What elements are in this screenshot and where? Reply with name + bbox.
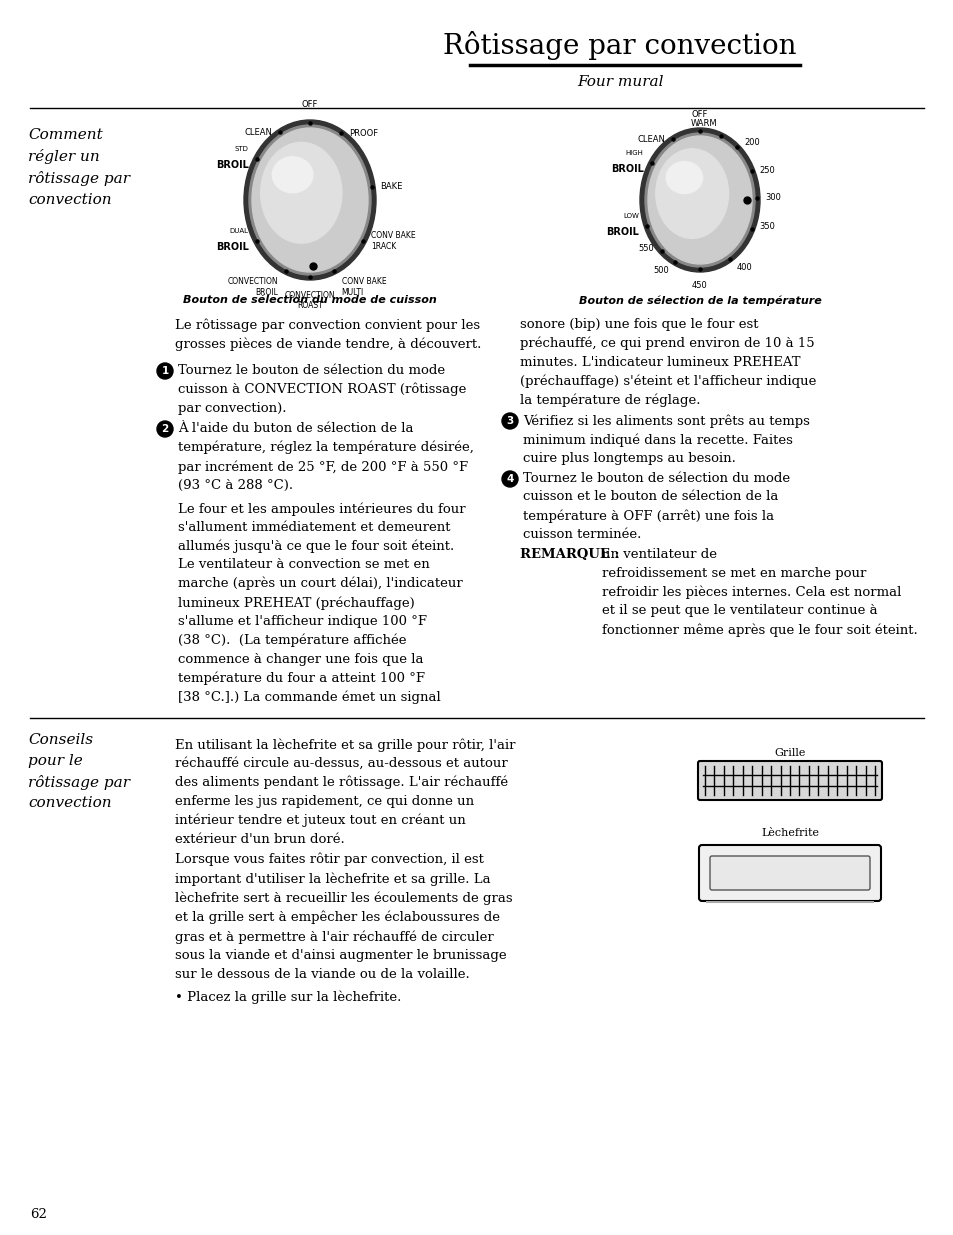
Text: REMARQUE :: REMARQUE : [519,548,618,561]
Text: 62: 62 [30,1209,47,1221]
Text: CONV BAKE
MULTI: CONV BAKE MULTI [341,278,386,296]
Text: Bouton de sélection du mode de cuisson: Bouton de sélection du mode de cuisson [183,295,436,305]
FancyBboxPatch shape [698,761,882,800]
Ellipse shape [644,133,754,267]
Ellipse shape [249,125,371,275]
Text: STD: STD [234,146,249,152]
Text: CLEAN: CLEAN [637,135,664,143]
Text: Le rôtissage par convection convient pour les
grosses pièces de viande tendre, à: Le rôtissage par convection convient pou… [174,317,481,351]
Text: 300: 300 [764,193,780,203]
Text: CONVECTION
BROIL: CONVECTION BROIL [228,278,278,296]
Text: BROIL: BROIL [606,227,639,237]
Text: CONVECTION
ROAST: CONVECTION ROAST [284,291,335,310]
Text: WARM: WARM [690,119,717,128]
Text: À l'aide du buton de sélection de la
température, réglez la température désirée,: À l'aide du buton de sélection de la tem… [178,422,474,492]
Text: 1: 1 [161,366,169,375]
Text: Le four et les ampoules intérieures du four
s'allument immédiatement et demeuren: Le four et les ampoules intérieures du f… [178,501,465,553]
Circle shape [501,471,517,487]
Ellipse shape [665,162,701,194]
Text: 4: 4 [506,474,513,484]
Ellipse shape [244,120,375,280]
Ellipse shape [272,157,313,193]
Text: Le ventilateur à convection se met en
marche (après un court délai), l'indicateu: Le ventilateur à convection se met en ma… [178,558,462,704]
Text: 400: 400 [736,263,751,272]
Text: HIGH: HIGH [625,151,643,157]
Text: OFF: OFF [691,110,707,119]
Text: BROIL: BROIL [215,242,249,252]
Ellipse shape [260,142,341,243]
Text: sonore (bip) une fois que le four est
préchauffé, ce qui prend environ de 10 à 1: sonore (bip) une fois que le four est pr… [519,317,816,408]
Text: 550: 550 [638,243,653,253]
Text: LOW: LOW [622,212,639,219]
Text: Lorsque vous faites rôtir par convection, il est
important d'utiliser la lèchefr: Lorsque vous faites rôtir par convection… [174,853,512,981]
Text: PROOF: PROOF [349,128,378,138]
Text: 500: 500 [653,266,668,275]
Text: BROIL: BROIL [610,164,643,174]
Text: Vérifiez si les aliments sont prêts au temps
minimum indiqué dans la recette. Fa: Vérifiez si les aliments sont prêts au t… [522,414,809,466]
Ellipse shape [252,128,368,272]
Text: DUAL: DUAL [230,227,249,233]
Text: BROIL: BROIL [215,161,249,170]
Text: 250: 250 [759,167,775,175]
Ellipse shape [655,148,728,238]
Ellipse shape [647,136,751,264]
Text: Rôtissage par convection: Rôtissage par convection [443,31,796,59]
Text: CONV BAKE
1RACK: CONV BAKE 1RACK [371,231,416,251]
Text: • Placez la grille sur la lèchefrite.: • Placez la grille sur la lèchefrite. [174,990,401,1004]
Text: un ventilateur de
refroidissement se met en marche pour
refroidir les pièces int: un ventilateur de refroidissement se met… [601,548,917,636]
Text: Tournez le bouton de sélection du mode
cuisson et le bouton de sélection de la
t: Tournez le bouton de sélection du mode c… [522,472,789,541]
Text: Comment
régler un
rôtissage par
convection: Comment régler un rôtissage par convecti… [28,128,130,207]
Text: Tournez le bouton de sélection du mode
cuisson à CONVECTION ROAST (rôtissage
par: Tournez le bouton de sélection du mode c… [178,364,466,415]
Text: Grille: Grille [774,748,805,758]
FancyBboxPatch shape [709,856,869,890]
Text: Lèchefrite: Lèchefrite [760,827,818,839]
Text: 200: 200 [744,137,760,147]
Text: BAKE: BAKE [379,182,402,191]
FancyBboxPatch shape [699,845,880,902]
Text: En utilisant la lèchefrite et sa grille pour rôtir, l'air
réchauffé circule au-d: En utilisant la lèchefrite et sa grille … [174,739,515,846]
Circle shape [157,421,172,437]
Ellipse shape [639,128,760,272]
Text: 350: 350 [759,221,775,231]
Text: Conseils
pour le
rôtissage par
convection: Conseils pour le rôtissage par convectio… [28,734,130,810]
Circle shape [157,363,172,379]
Text: OFF: OFF [301,100,318,109]
Text: Bouton de sélection de la température: Bouton de sélection de la température [578,295,821,305]
Text: Four mural: Four mural [577,75,662,89]
Text: CLEAN: CLEAN [244,127,273,137]
Text: 3: 3 [506,416,513,426]
Text: 2: 2 [161,424,169,433]
Text: 450: 450 [691,282,707,290]
Circle shape [501,412,517,429]
